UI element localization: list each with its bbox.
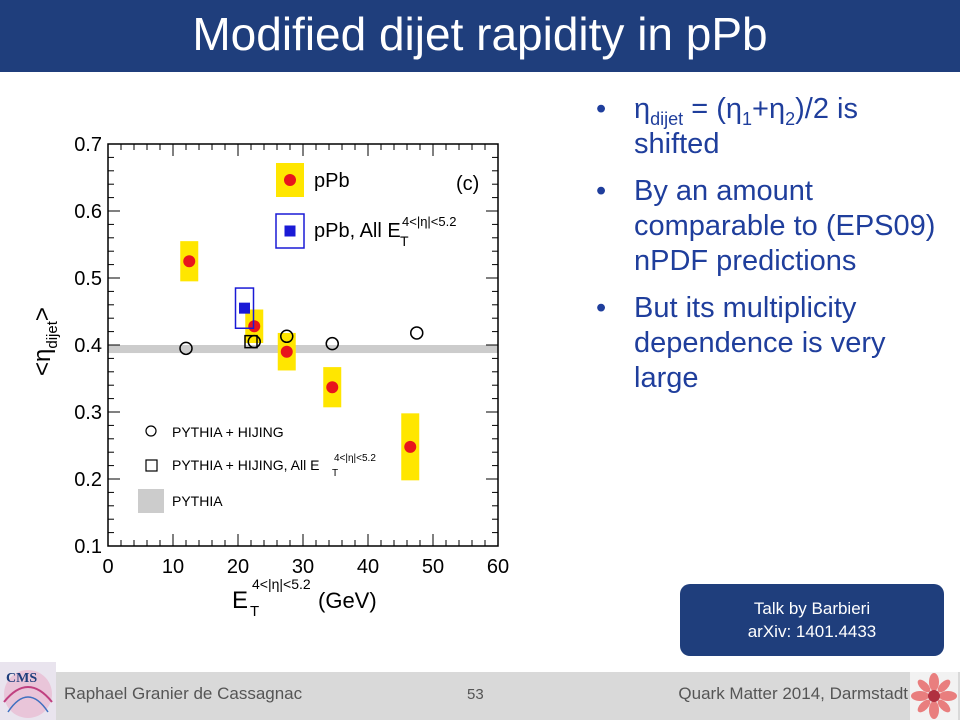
talk-line-2: arXiv: 1401.4433 (747, 622, 877, 641)
bullet-1-plus: +η (752, 93, 786, 125)
bullet-2: • By an amount comparable to (EPS09) nPDF… (596, 174, 946, 279)
legend-allet-label-sub: T (400, 233, 409, 249)
legend-allet-label-sup: 4<|η|<5.2 (402, 214, 456, 229)
bullet-1-sub1: 1 (742, 108, 753, 129)
legend-allet-marker (284, 225, 296, 237)
bullet-3: • But its multiplicity dependence is very… (596, 291, 946, 396)
ppb-point (280, 345, 293, 358)
panel-label: (c) (456, 173, 479, 195)
x-tick-label: 60 (487, 556, 509, 578)
legend-ppb-label: pPb (314, 170, 350, 192)
x-axis-label-sup: 4<|η|<5.2 (252, 576, 311, 592)
x-axis-label-unit: (GeV) (318, 588, 377, 613)
dijet-rapidity-chart: 0 10 20 30 40 50 600.10.20.30.40.50.60.7E T4<|η… (29, 134, 509, 620)
ppb-point (404, 440, 417, 453)
y-tick-label: 0.2 (74, 469, 102, 491)
legend-ppb-marker (284, 174, 296, 186)
legend-pythia-band (138, 489, 164, 513)
title-bar (0, 0, 960, 72)
bullet-1-eta: η (634, 93, 651, 125)
legend-pythia-hijing-allet-sup: 4<|η|<5.2 (334, 453, 376, 464)
pythia-hijing-point (410, 326, 424, 340)
y-tick-label: 0.4 (74, 335, 102, 357)
pythia-hijing-point (280, 329, 294, 344)
pythia-hijing-point (325, 336, 339, 351)
x-tick-label: 10 (162, 556, 184, 578)
bullet-3-text: But its multiplicity dependence is very … (634, 292, 886, 394)
y-axis-label-text: <ηdijet> (29, 307, 61, 376)
bullet-2-text: By an amount comparable to (EPS09) nPDF … (634, 175, 936, 277)
conference-logo (910, 672, 958, 720)
x-tick-label: 0 (102, 556, 113, 578)
legend-pythia-hijing-allet-label: PYTHIA + HIJING, All E (172, 457, 319, 473)
legend-pythia-hijing-allet-sub: T (332, 468, 338, 479)
talk-line-1: Talk by Barbieri (753, 599, 871, 618)
legend-pythia-hijing-label: PYTHIA + HIJING (172, 424, 284, 440)
y-axis-label: <ηdijet> (29, 307, 61, 376)
x-tick-label: 20 (227, 556, 249, 578)
footer-page-number: 53 (467, 686, 484, 703)
y-tick-label: 0.5 (74, 268, 102, 290)
y-tick-label: 0.7 (74, 134, 102, 156)
bullet-marker: • (596, 175, 607, 207)
bullet-marker: • (596, 292, 607, 324)
cms-logo: CMS (0, 662, 56, 720)
talk-reference-box: Talk by Barbieri arXiv: 1401.4433 (680, 584, 944, 656)
pythia-hijing-allet-point (244, 334, 258, 349)
y-tick-label: 0.6 (74, 201, 102, 223)
legend-allet-box (275, 213, 305, 249)
footer-author: Raphael Granier de Cassagnac (64, 684, 303, 703)
pythia-hijing-point (179, 341, 193, 356)
footer-bar (0, 672, 960, 720)
bullet-1-sub: dijet (650, 108, 684, 129)
ppb-allet-syst-box (234, 287, 255, 330)
x-axis-label: E (232, 587, 248, 614)
ppb-point (326, 381, 339, 394)
footer-conference: Quark Matter 2014, Darmstadt (678, 684, 908, 703)
legend-pythia-hijing-marker (145, 425, 157, 437)
bullet-1-sub2: 2 (785, 108, 796, 129)
x-tick-label: 30 (292, 556, 314, 578)
x-tick-label: 50 (422, 556, 444, 578)
bullet-1-post: )/2 is shifted (634, 93, 858, 160)
pythia-band (108, 345, 498, 354)
y-tick-label: 0.3 (74, 402, 102, 424)
cms-logo-text: CMS (6, 671, 37, 686)
x-axis-label-sub: T (250, 603, 259, 620)
legend-pythia-hijing-allet-marker (145, 459, 158, 472)
bullet-list: • ηdijet = (η1+η2)/2 is shifted • By an am… (596, 92, 946, 408)
legend-allet-label: pPb, All E (314, 220, 401, 242)
bullet-marker: • (596, 93, 607, 125)
ppb-point (183, 255, 196, 268)
bullet-1-mid: = (η (683, 93, 743, 125)
y-tick-label: 0.1 (74, 536, 102, 558)
x-tick-label: 40 (357, 556, 379, 578)
legend-pythia-label: PYTHIA (172, 493, 223, 509)
ppb-allet-point (239, 302, 250, 314)
slide-title: Modified dijet rapidity in pPb (192, 8, 768, 60)
bullet-1: • ηdijet = (η1+η2)/2 is shifted (596, 92, 946, 162)
